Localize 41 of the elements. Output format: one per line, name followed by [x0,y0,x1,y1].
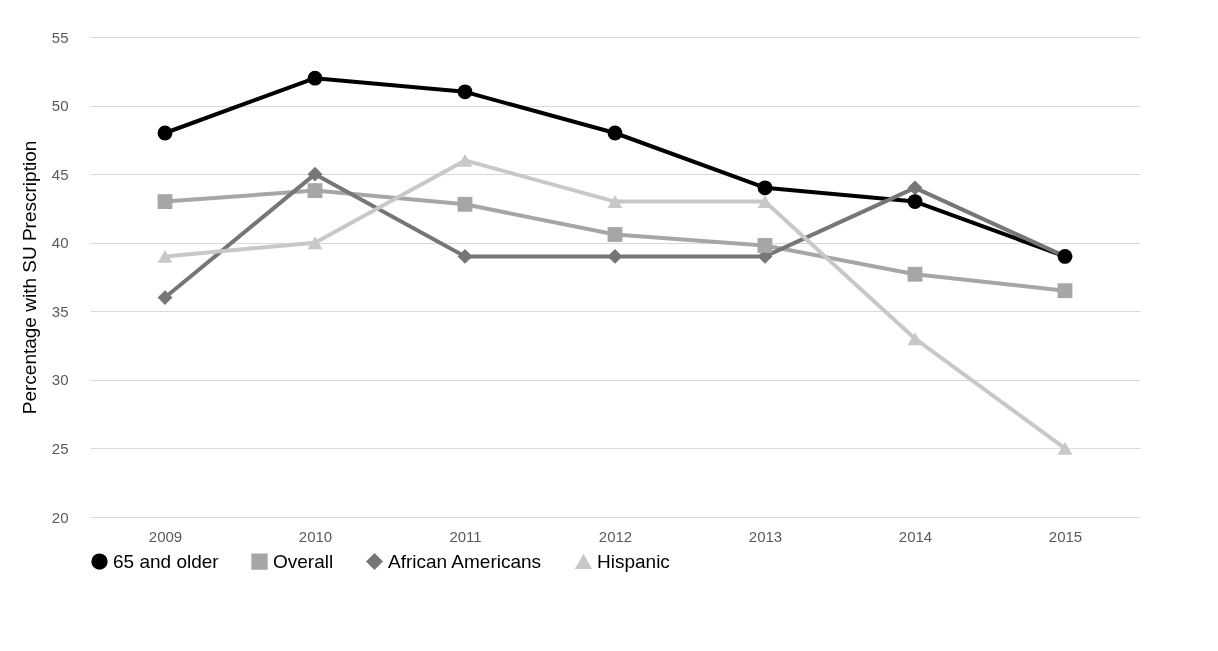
point [607,227,623,242]
legend-label: Hispanic [597,550,670,572]
x-tick-label: 2009 [148,527,183,545]
point [157,250,173,263]
x-tick-label: 2015 [1048,527,1083,545]
point [157,194,173,209]
point [907,332,923,346]
point [907,194,923,209]
point [757,238,773,253]
x-tick-label: 2014 [898,527,933,545]
x-tick-label: 2012 [598,527,633,545]
y-tick-label: 45 [51,165,69,183]
point [307,70,323,86]
point [607,195,623,208]
point [907,266,923,282]
legend-label: African Americans [388,550,542,572]
point [457,84,473,100]
point [307,166,323,182]
y-tick-label: 35 [51,302,69,320]
x-tick-label: 2010 [298,527,333,545]
point [1057,283,1073,299]
point [157,125,173,141]
x-tick-label: 2013 [748,527,783,545]
point [457,154,473,167]
y-tick-label: 20 [51,508,69,526]
point [607,125,623,141]
point [457,196,473,212]
y-tick-label: 30 [51,371,69,389]
legend-label: 65 and older [113,550,220,572]
point [757,180,773,196]
y-axis-title: Percentage with SU Prescription [18,140,40,415]
y-tick-label: 25 [51,439,69,457]
point [307,236,323,250]
point [307,183,323,199]
legend-label: Overall [273,550,334,572]
x-tick-label: 2011 [449,527,482,545]
point [907,180,923,196]
y-tick-label: 50 [51,97,69,115]
y-tick-label: 40 [51,234,69,252]
y-tick-label: 55 [51,28,69,46]
point [1057,442,1073,455]
